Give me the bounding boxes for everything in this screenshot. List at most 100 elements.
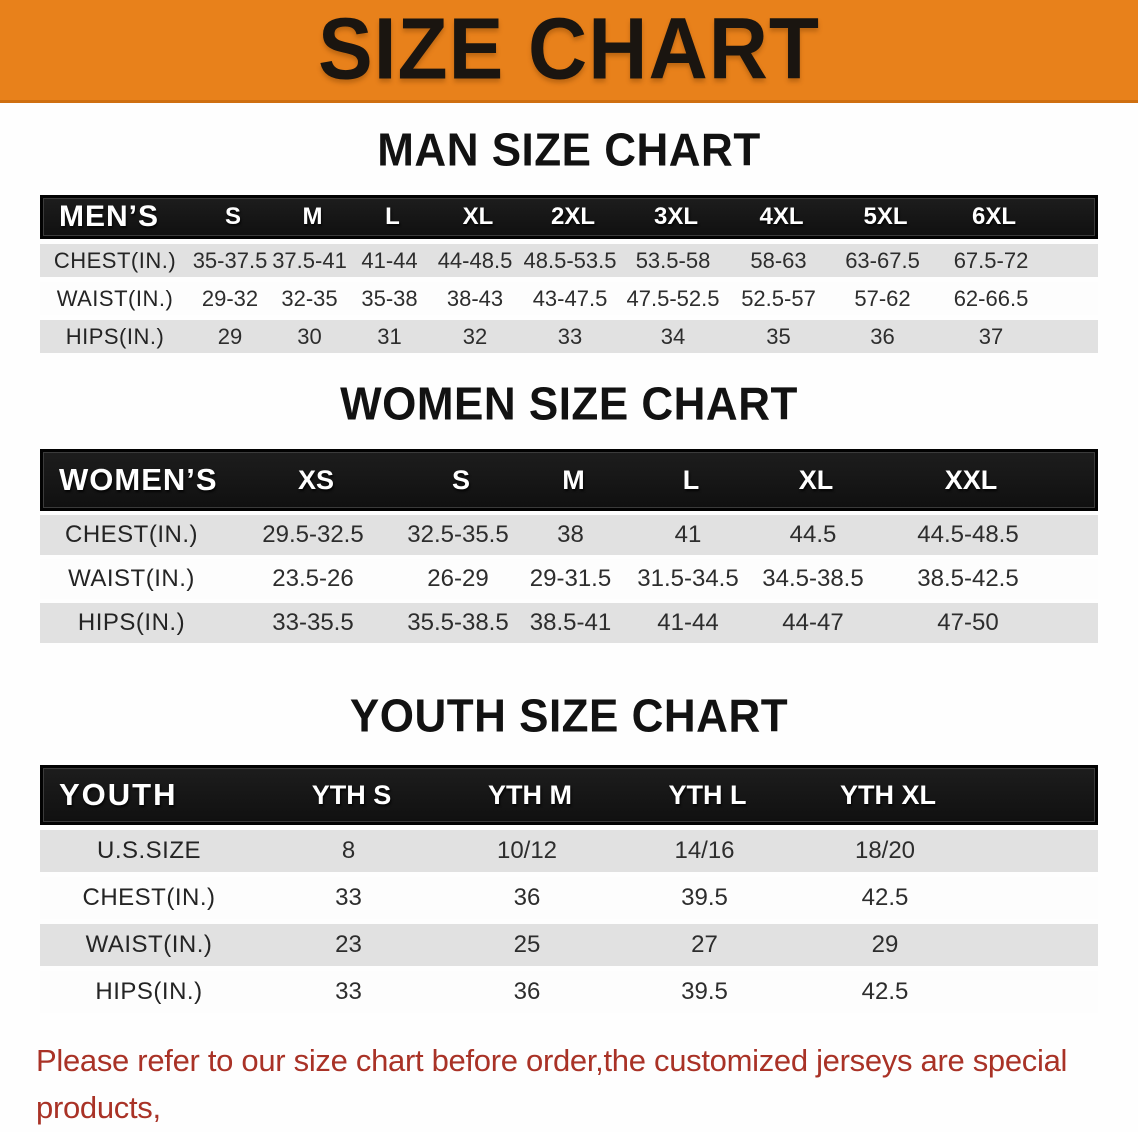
cell-value: 29.5-32.5 (262, 521, 364, 548)
cell-value: 42.5 (861, 884, 909, 911)
women-size-col-xs: XS (297, 464, 335, 495)
youth-corner-label: YOUTH (59, 777, 178, 812)
cell-value: 26-29 (427, 565, 489, 592)
cell-value: 35.5-38.5 (407, 609, 509, 636)
youth-size-col-s: YTH S (311, 779, 392, 810)
cell-value: 44.5-48.5 (917, 521, 1019, 548)
cell-value: 8 (341, 837, 356, 864)
cell-value: 35-37.5 (192, 247, 268, 273)
cell-value: 44.5 (789, 521, 837, 548)
women-size-table: WOMEN’S XS S M L XL XXL CHEST(IN.) 29.5-… (40, 449, 1098, 643)
cell-value: 29 (871, 931, 899, 958)
men-chest-row: CHEST(IN.) 35-37.5 37.5-41 41-44 44-48.5… (40, 244, 1098, 277)
youth-table-header-row: YOUTH YTH S YTH M YTH L YTH XL (40, 765, 1098, 825)
row-label: HIPS(IN.) (65, 323, 165, 349)
cell-value: 48.5-53.5 (523, 247, 617, 273)
cell-value: 36 (513, 978, 541, 1005)
cell-value: 37 (978, 323, 1004, 349)
row-label: CHEST(IN.) (65, 521, 198, 548)
cell-value: 33 (557, 323, 583, 349)
women-section-heading: WOMEN SIZE CHART (340, 378, 798, 431)
cell-value: 35-38 (361, 285, 418, 311)
cell-value: 14/16 (674, 837, 735, 864)
cell-value: 47-50 (937, 609, 999, 636)
cell-value: 23.5-26 (272, 565, 354, 592)
men-size-col-4xl: 4XL (759, 203, 804, 230)
cell-value: 23 (335, 931, 362, 958)
cell-value: 33 (335, 884, 362, 911)
youth-waist-row: WAIST(IN.) 23 25 27 29 (40, 924, 1098, 966)
cell-value: 41 (674, 521, 702, 548)
cell-value: 31 (377, 323, 402, 349)
cell-value: 18/20 (854, 837, 916, 864)
youth-size-table: YOUTH YTH S YTH M YTH L YTH XL U.S.SIZE … (40, 765, 1098, 1013)
cell-value: 39.5 (681, 978, 728, 1005)
cell-value: 44-47 (782, 609, 844, 636)
men-size-col-5xl: 5XL (863, 203, 908, 230)
men-size-col-s: S (224, 203, 241, 230)
cell-value: 42.5 (861, 978, 909, 1005)
cell-value: 30 (297, 323, 322, 349)
youth-size-col-l: YTH L (668, 779, 747, 810)
men-size-col-3xl: 3XL (653, 203, 698, 230)
cell-value: 32 (462, 323, 488, 349)
men-size-col-l: L (385, 203, 400, 230)
cell-value: 52.5-57 (741, 285, 816, 311)
footnote: Please refer to our size chart before or… (36, 1037, 1138, 1132)
cell-value: 34 (660, 323, 686, 349)
cell-value: 29-31.5 (529, 565, 612, 592)
cell-value: 29-32 (201, 285, 259, 311)
cell-value: 47.5-52.5 (626, 285, 720, 311)
cell-value: 39.5 (681, 884, 728, 911)
cell-value: 37.5-41 (272, 247, 347, 273)
women-size-col-l: L (682, 464, 700, 495)
youth-size-col-xl: YTH XL (839, 779, 936, 810)
men-size-col-m: M (302, 203, 323, 230)
men-corner-label: MEN’S (59, 200, 160, 233)
footnote-line1: Please refer to our size chart before or… (36, 1043, 1068, 1125)
cell-value: 32-35 (281, 285, 338, 311)
men-section: MAN SIZE CHART MEN’S S M L XL 2XL 3XL 4X… (0, 127, 1138, 353)
youth-section-heading: YOUTH SIZE CHART (349, 690, 789, 743)
cell-value: 44-48.5 (437, 247, 513, 273)
cell-value: 25 (513, 931, 541, 958)
women-size-col-s: S (451, 464, 470, 495)
men-size-col-2xl: 2XL (550, 203, 595, 230)
cell-value: 63-67.5 (845, 247, 920, 273)
cell-value: 53.5-58 (635, 247, 711, 273)
cell-value: 31.5-34.5 (637, 565, 739, 592)
cell-value: 33-35.5 (272, 609, 354, 636)
cell-value: 62-66.5 (953, 285, 1029, 311)
row-label: U.S.SIZE (96, 837, 202, 864)
cell-value: 29 (217, 323, 243, 349)
women-size-col-xl: XL (798, 464, 834, 495)
cell-value: 41-44 (361, 247, 418, 273)
men-size-col-6xl: 6XL (971, 203, 1016, 230)
cell-value: 36 (870, 323, 895, 349)
row-label: CHEST(IN.) (53, 247, 177, 273)
men-table-header-row: MEN’S S M L XL 2XL 3XL 4XL 5XL 6XL (40, 195, 1098, 239)
cell-value: 38-43 (446, 285, 504, 311)
cell-value: 32.5-35.5 (407, 521, 509, 548)
cell-value: 57-62 (854, 285, 911, 311)
women-size-col-xxl: XXL (944, 464, 998, 495)
cell-value: 58-63 (750, 247, 807, 273)
cell-value: 10/12 (496, 837, 558, 864)
row-label: HIPS(IN.) (95, 978, 203, 1005)
cell-value: 34.5-38.5 (762, 565, 864, 592)
youth-size-col-m: YTH M (488, 779, 572, 810)
cell-value: 38 (557, 521, 584, 548)
row-label: WAIST(IN.) (85, 931, 213, 958)
page-title: SIZE CHART (318, 1, 820, 98)
men-hips-row: HIPS(IN.) 29 30 31 32 33 34 35 36 37 (40, 320, 1098, 353)
youth-hips-row: HIPS(IN.) 33 36 39.5 42.5 (40, 971, 1098, 1013)
youth-ussize-row: U.S.SIZE 8 10/12 14/16 18/20 (40, 830, 1098, 872)
women-corner-label: WOMEN’S (59, 462, 218, 497)
banner: SIZE CHART (0, 0, 1138, 103)
row-label: HIPS(IN.) (77, 609, 186, 636)
youth-section: YOUTH SIZE CHART YOUTH YTH S YTH M YTH L… (0, 690, 1138, 1013)
women-size-col-m: M (562, 464, 585, 495)
cell-value: 36 (513, 884, 541, 911)
cell-value: 43-47.5 (532, 285, 608, 311)
